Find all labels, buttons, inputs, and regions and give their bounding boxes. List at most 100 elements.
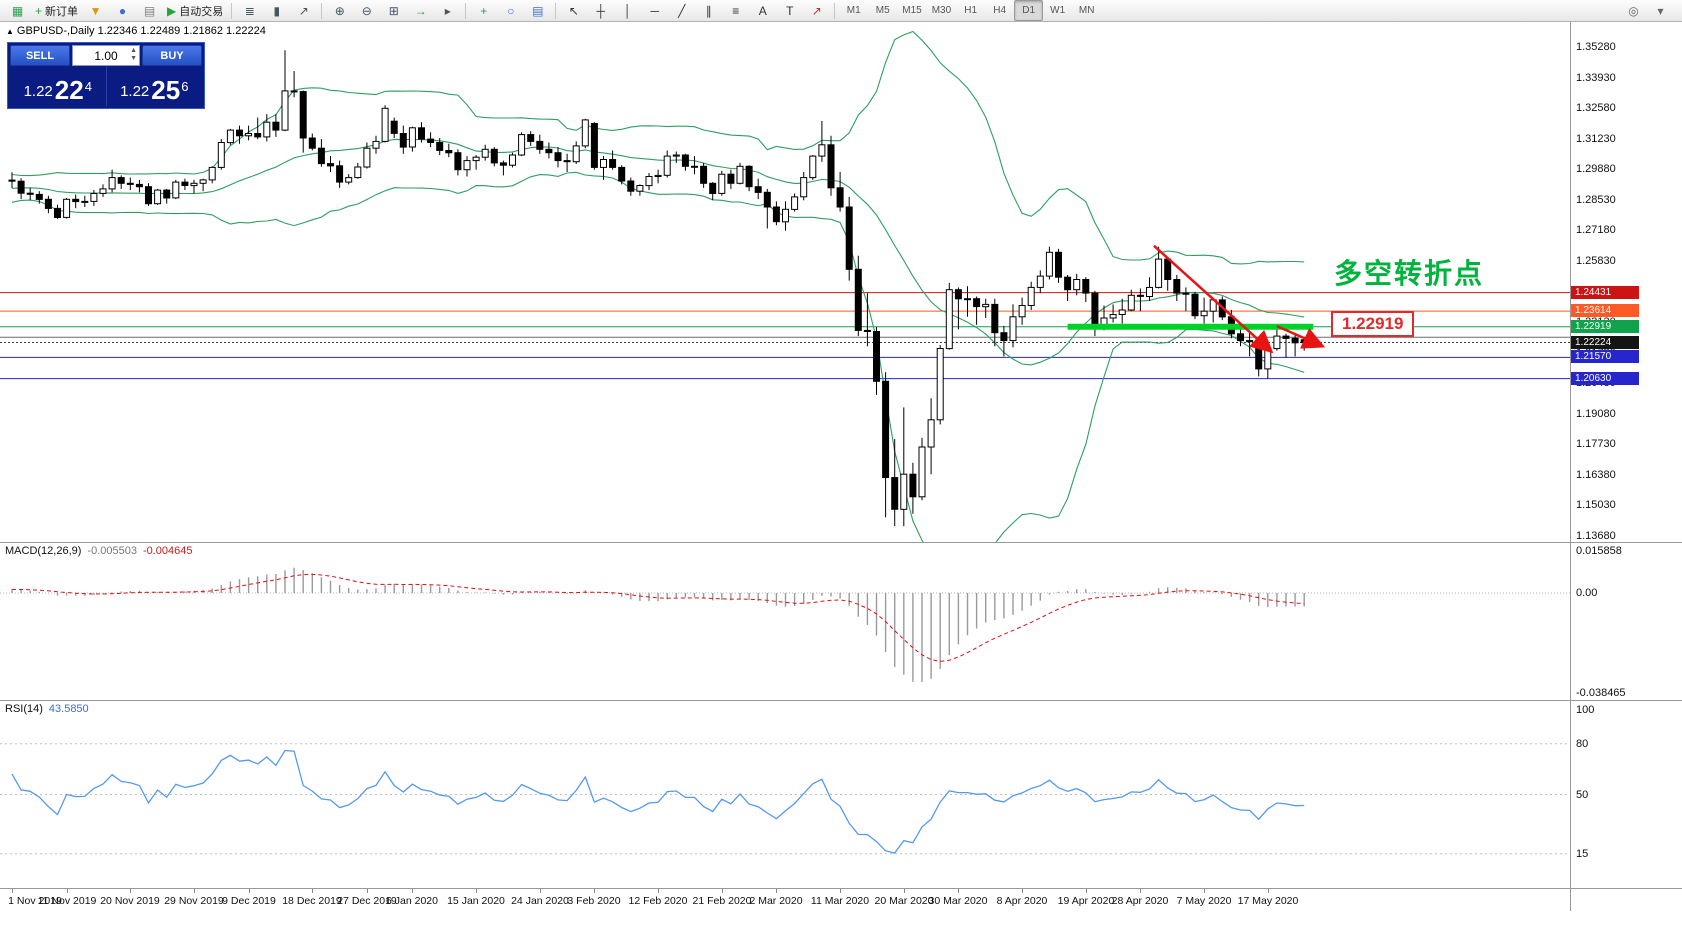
price-scale-label: 1.16380 <box>1576 468 1616 481</box>
rsi-label: RSI(14) 43.5850 <box>5 703 89 715</box>
zoom-out-icon[interactable]: ⊖ <box>353 0 380 21</box>
indicators-list-button[interactable]: + <box>470 0 497 21</box>
price-scale-label: 1.31230 <box>1576 132 1616 145</box>
templates-button[interactable]: ▤ <box>524 0 551 21</box>
time-axis-tick <box>249 889 250 893</box>
chart-shift-icon[interactable]: ▸ <box>434 0 461 21</box>
time-axis[interactable]: 1 Nov 2019 11 Nov 2019 20 Nov 2019 29 Nov 2… <box>0 889 1682 911</box>
spinner-down-icon[interactable]: ▼ <box>130 55 137 62</box>
timeframe-h1-button[interactable]: H1 <box>956 0 985 21</box>
date-axis-label: 17 May 2020 <box>1237 895 1299 907</box>
date-axis-label: 6 Jan 2020 <box>386 895 438 907</box>
vertical-line-icon-glyph: │ <box>624 3 632 18</box>
indicator-scale-label: 0.00 <box>1576 586 1598 599</box>
trendline-icon[interactable]: ╱ <box>668 0 695 21</box>
volume-spinner[interactable]: ▲ ▼ <box>130 47 137 63</box>
search-icon[interactable]: ◎ <box>1620 1 1647 22</box>
arrows-icon[interactable]: ↗ <box>803 0 830 21</box>
buy-button[interactable]: BUY <box>142 45 202 66</box>
price-chart-canvas[interactable] <box>0 22 1570 542</box>
main-chart-pane: ▲ GBPUSD-,Daily 1.22346 1.22489 1.21862 1… <box>0 22 1682 543</box>
chart-shift-icon-glyph: ▸ <box>444 3 451 18</box>
tile-windows-icon[interactable]: ⊞ <box>380 0 407 21</box>
toolbar-options-icon-glyph: ▾ <box>1657 4 1664 18</box>
horizontal-line-icon[interactable]: ─ <box>641 0 668 21</box>
spinner-up-icon[interactable]: ▲ <box>130 47 137 54</box>
crosshair-icon[interactable]: ┼ <box>587 0 614 21</box>
price-scale-label: 1.13680 <box>1576 529 1616 542</box>
time-axis-tick <box>594 889 595 893</box>
time-axis-tick <box>476 889 477 893</box>
data-window-icon[interactable]: ▤ <box>136 0 163 21</box>
date-axis-label: 19 Apr 2020 <box>1057 895 1115 907</box>
date-axis-label: 28 Apr 2020 <box>1111 895 1169 907</box>
rsi-pane: RSI(14) 43.5850 100 80 50 15 <box>0 701 1682 889</box>
volume-input[interactable]: 1.00 ▲ ▼ <box>72 45 140 66</box>
sell-button[interactable]: SELL <box>10 45 70 66</box>
cursor-icon[interactable]: ↖ <box>560 0 587 21</box>
time-axis-tick <box>840 889 841 893</box>
timeframe-m30-button-label: M30 <box>931 5 952 16</box>
timeframe-mn-button-label: MN <box>1078 5 1095 16</box>
ask-price: 1.22 25 6 <box>107 66 203 106</box>
time-axis-tick <box>1022 889 1023 893</box>
timeframe-h4-button[interactable]: H4 <box>985 0 1014 21</box>
timeframe-w1-button[interactable]: W1 <box>1043 0 1072 21</box>
fibonacci-icon[interactable]: ≡ <box>722 0 749 21</box>
date-axis-label: 2 Mar 2020 <box>749 895 803 907</box>
price-scale-separator <box>1570 22 1571 542</box>
price-scale-label: 1.17730 <box>1576 438 1616 451</box>
channel-icon[interactable]: ∥ <box>695 0 722 21</box>
chart-ohlc-title: ▲ GBPUSD-,Daily 1.22346 1.22489 1.21862 1… <box>6 25 266 37</box>
zoom-in-icon[interactable]: ⊕ <box>326 0 353 21</box>
price-level-tag: 1.23614 <box>1571 304 1639 318</box>
timeframe-m30-button[interactable]: M30 <box>927 0 956 21</box>
rsi-canvas[interactable] <box>0 701 1570 888</box>
macd-canvas[interactable] <box>0 543 1570 700</box>
timeframe-d1-button[interactable]: D1 <box>1014 0 1044 21</box>
indicator-scale-label: 15 <box>1576 847 1589 860</box>
date-axis-label: 9 Dec 2019 <box>222 895 276 907</box>
text-icon[interactable]: A <box>749 0 776 21</box>
time-axis-tick <box>776 889 777 893</box>
toolbar-options-icon[interactable]: ▾ <box>1647 1 1674 22</box>
time-axis-tick <box>367 889 368 893</box>
indicator-scale-label: -0.038465 <box>1576 687 1626 699</box>
timeframe-mn-button[interactable]: MN <box>1072 0 1101 21</box>
line-chart-icon[interactable]: ↗ <box>290 0 317 21</box>
date-axis-label: 30 Mar 2020 <box>928 895 988 907</box>
text-label-icon[interactable]: T <box>776 0 803 21</box>
auto-scroll-icon-glyph: → <box>414 3 427 18</box>
periods-button[interactable]: ○ <box>497 0 524 21</box>
timeframe-m1-button[interactable]: M1 <box>839 0 868 21</box>
profile-icon-glyph: ● <box>118 3 127 18</box>
ask-base: 1.22 <box>120 83 150 100</box>
autotrade-button[interactable]: ▶ 自动交易 <box>163 0 227 21</box>
price-scale-label: 1.25830 <box>1576 254 1616 267</box>
time-axis-tick <box>958 889 959 893</box>
rsi-scale-separator <box>1570 701 1571 888</box>
new-order-button[interactable]: + 新订单 <box>31 0 82 21</box>
vertical-line-icon[interactable]: │ <box>614 0 641 21</box>
timeframe-m15-button[interactable]: M15 <box>897 0 926 21</box>
zoom-out-icon-glyph: ⊖ <box>361 3 372 18</box>
auto-scroll-icon[interactable]: → <box>407 0 434 21</box>
collapse-panel-icon[interactable]: ▲ <box>6 27 14 36</box>
candlestick-chart-icon[interactable]: ▮ <box>263 0 290 21</box>
strategy-tester-icon[interactable]: ▼ <box>82 0 109 21</box>
new-order-button-label: 新订单 <box>45 5 79 18</box>
date-axis-label: 1 Nov 2019 <box>8 895 62 907</box>
price-level-tag: 1.22224 <box>1571 335 1639 349</box>
toolbar-separator <box>555 2 557 19</box>
chart-window-icon[interactable]: ▦ <box>4 0 31 21</box>
bar-chart-icon[interactable]: ≣ <box>236 0 263 21</box>
timeframe-m5-button[interactable]: M5 <box>868 0 897 21</box>
volume-value: 1.00 <box>94 48 118 63</box>
text-label-icon-glyph: T <box>786 3 794 18</box>
date-axis-label: 18 Dec 2019 <box>282 895 342 907</box>
indicator-scale-label: 100 <box>1576 704 1595 716</box>
toolbar-separator <box>465 2 467 19</box>
time-axis-tick <box>130 889 131 893</box>
toolbar: ▦ + 新订单 ▼ ● ▤ ▶ 自动交易 ≣ ▮ ↗ ⊕ ⊖ ⊞ → ▸ + ○ ▤ ↖ ┼ │ ─ ╱ ∥ ≡ A T ↗ M1 M5 M1… <box>0 0 1682 22</box>
profile-icon[interactable]: ● <box>109 0 136 21</box>
